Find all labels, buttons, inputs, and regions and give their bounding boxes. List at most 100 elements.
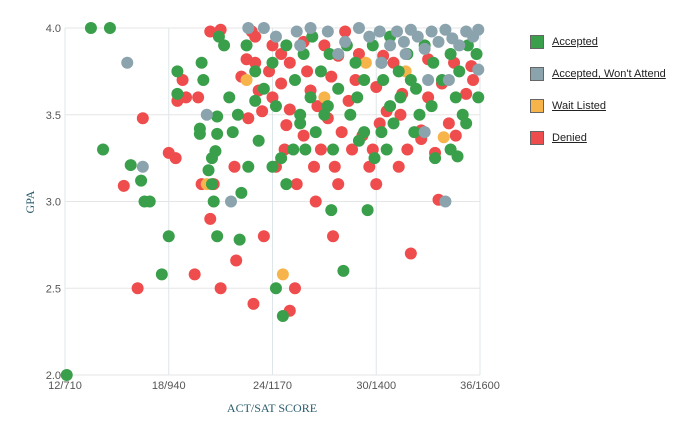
data-point[interactable]: [171, 65, 184, 78]
data-point[interactable]: [294, 39, 307, 52]
data-point[interactable]: [143, 195, 156, 208]
data-point[interactable]: [231, 108, 244, 121]
data-point[interactable]: [384, 39, 397, 52]
data-point[interactable]: [214, 282, 227, 295]
data-point[interactable]: [337, 264, 350, 277]
data-point[interactable]: [325, 70, 338, 83]
data-point[interactable]: [60, 369, 73, 381]
data-point[interactable]: [425, 100, 438, 113]
data-point[interactable]: [171, 87, 184, 100]
data-point[interactable]: [387, 117, 400, 130]
data-point[interactable]: [344, 108, 357, 121]
data-point[interactable]: [304, 91, 317, 104]
data-point[interactable]: [472, 23, 485, 36]
data-point[interactable]: [325, 204, 338, 217]
data-point[interactable]: [351, 91, 364, 104]
data-point[interactable]: [359, 56, 372, 69]
data-point[interactable]: [404, 74, 417, 87]
data-point[interactable]: [200, 108, 213, 121]
data-point[interactable]: [269, 100, 282, 113]
data-point[interactable]: [418, 126, 431, 139]
legend-item-accepted[interactable]: Accepted: [530, 34, 666, 50]
data-point[interactable]: [212, 30, 225, 43]
data-point[interactable]: [422, 74, 435, 87]
data-point[interactable]: [136, 160, 149, 173]
data-point[interactable]: [276, 268, 289, 281]
data-point[interactable]: [257, 230, 270, 243]
data-point[interactable]: [321, 25, 334, 38]
data-point[interactable]: [283, 103, 296, 116]
data-point[interactable]: [211, 127, 224, 140]
data-point[interactable]: [401, 143, 414, 156]
data-point[interactable]: [301, 65, 314, 78]
data-point[interactable]: [275, 77, 288, 90]
data-point[interactable]: [384, 100, 397, 113]
data-point[interactable]: [297, 129, 310, 142]
data-point[interactable]: [411, 30, 424, 43]
data-point[interactable]: [318, 39, 331, 52]
data-point[interactable]: [283, 56, 296, 69]
data-point[interactable]: [394, 91, 407, 104]
data-point[interactable]: [346, 143, 359, 156]
data-point[interactable]: [249, 56, 262, 69]
data-point[interactable]: [155, 268, 168, 281]
data-point[interactable]: [387, 56, 400, 69]
data-point[interactable]: [472, 91, 485, 104]
data-point[interactable]: [287, 143, 300, 156]
data-point[interactable]: [280, 119, 293, 132]
data-point[interactable]: [314, 65, 327, 78]
data-point[interactable]: [328, 160, 341, 173]
data-point[interactable]: [429, 152, 442, 165]
data-point[interactable]: [228, 160, 241, 173]
data-point[interactable]: [418, 42, 431, 55]
data-point[interactable]: [410, 82, 423, 95]
data-point[interactable]: [339, 35, 352, 48]
data-point[interactable]: [461, 39, 474, 52]
data-point[interactable]: [242, 22, 255, 34]
data-point[interactable]: [294, 108, 307, 121]
data-point[interactable]: [211, 110, 224, 123]
data-point[interactable]: [192, 91, 205, 104]
data-point[interactable]: [391, 25, 403, 38]
data-point[interactable]: [363, 160, 376, 173]
data-point[interactable]: [394, 108, 407, 121]
data-point[interactable]: [437, 131, 450, 144]
data-point[interactable]: [349, 56, 362, 69]
data-point[interactable]: [408, 126, 421, 139]
data-point[interactable]: [449, 91, 462, 104]
data-point[interactable]: [439, 195, 452, 208]
data-point[interactable]: [280, 178, 293, 191]
data-point[interactable]: [311, 100, 324, 113]
data-point[interactable]: [377, 74, 390, 87]
data-point[interactable]: [247, 297, 260, 310]
data-point[interactable]: [207, 195, 220, 208]
data-point[interactable]: [249, 65, 262, 78]
data-point[interactable]: [223, 91, 236, 104]
data-point[interactable]: [335, 126, 348, 139]
data-point[interactable]: [211, 230, 224, 243]
data-point[interactable]: [397, 35, 410, 48]
data-point[interactable]: [242, 160, 255, 173]
data-point[interactable]: [299, 143, 312, 156]
data-point[interactable]: [205, 152, 218, 165]
data-point[interactable]: [309, 195, 322, 208]
legend-item-wait-listed[interactable]: Wait Listed: [530, 98, 666, 114]
data-point[interactable]: [323, 48, 336, 61]
data-point[interactable]: [266, 160, 279, 173]
data-point[interactable]: [380, 143, 393, 156]
data-point[interactable]: [444, 48, 457, 61]
data-point[interactable]: [467, 74, 480, 87]
data-point[interactable]: [269, 282, 282, 295]
data-point[interactable]: [121, 56, 134, 69]
data-point[interactable]: [399, 48, 412, 61]
data-point[interactable]: [202, 164, 215, 177]
data-point[interactable]: [368, 152, 381, 165]
data-point[interactable]: [472, 63, 485, 76]
data-point[interactable]: [451, 150, 464, 163]
data-point[interactable]: [204, 212, 217, 225]
data-point[interactable]: [275, 48, 288, 61]
data-point[interactable]: [188, 268, 201, 281]
data-point[interactable]: [453, 65, 466, 78]
data-point[interactable]: [176, 74, 189, 87]
data-point[interactable]: [460, 87, 473, 100]
